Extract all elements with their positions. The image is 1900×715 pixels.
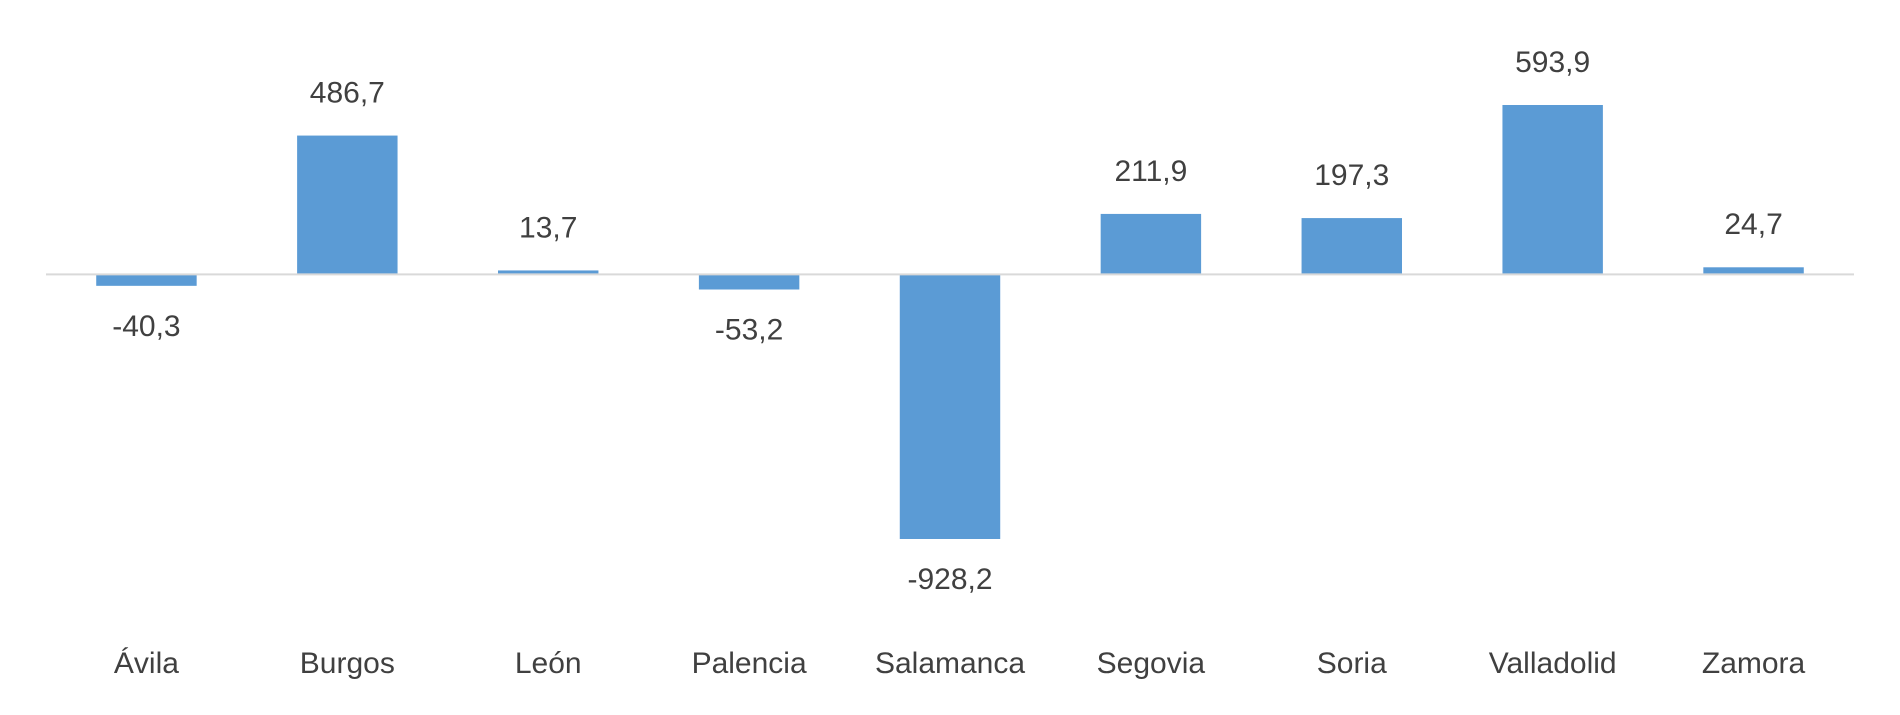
bar (698, 274, 800, 290)
bar (1301, 218, 1402, 275)
x-tick-label: León (515, 647, 582, 680)
x-tick-label: Salamanca (875, 647, 1025, 680)
data-label: 13,7 (519, 211, 577, 244)
x-tick-label: Valladolid (1489, 647, 1617, 680)
bar (96, 274, 197, 286)
bar (1502, 105, 1603, 275)
data-label: 593,9 (1515, 46, 1590, 79)
x-tick-label: Soria (1317, 647, 1387, 680)
x-tick-label: Segovia (1097, 647, 1206, 680)
bar (899, 274, 1001, 539)
data-label: -928,2 (907, 563, 992, 596)
x-tick-label: Palencia (692, 647, 807, 680)
x-tick-label: Ávila (114, 647, 179, 680)
x-tick-label: Burgos (300, 647, 395, 680)
data-label: 197,3 (1314, 159, 1389, 192)
x-tick-label: Zamora (1702, 647, 1806, 680)
bar (498, 270, 599, 275)
data-label: 24,7 (1724, 208, 1782, 241)
data-label: -53,2 (715, 313, 783, 346)
data-label: -40,3 (112, 310, 180, 343)
bar (1703, 267, 1804, 275)
data-label: 211,9 (1114, 155, 1187, 188)
data-label: 486,7 (310, 76, 385, 109)
bar (297, 135, 398, 275)
bar (1100, 213, 1202, 275)
